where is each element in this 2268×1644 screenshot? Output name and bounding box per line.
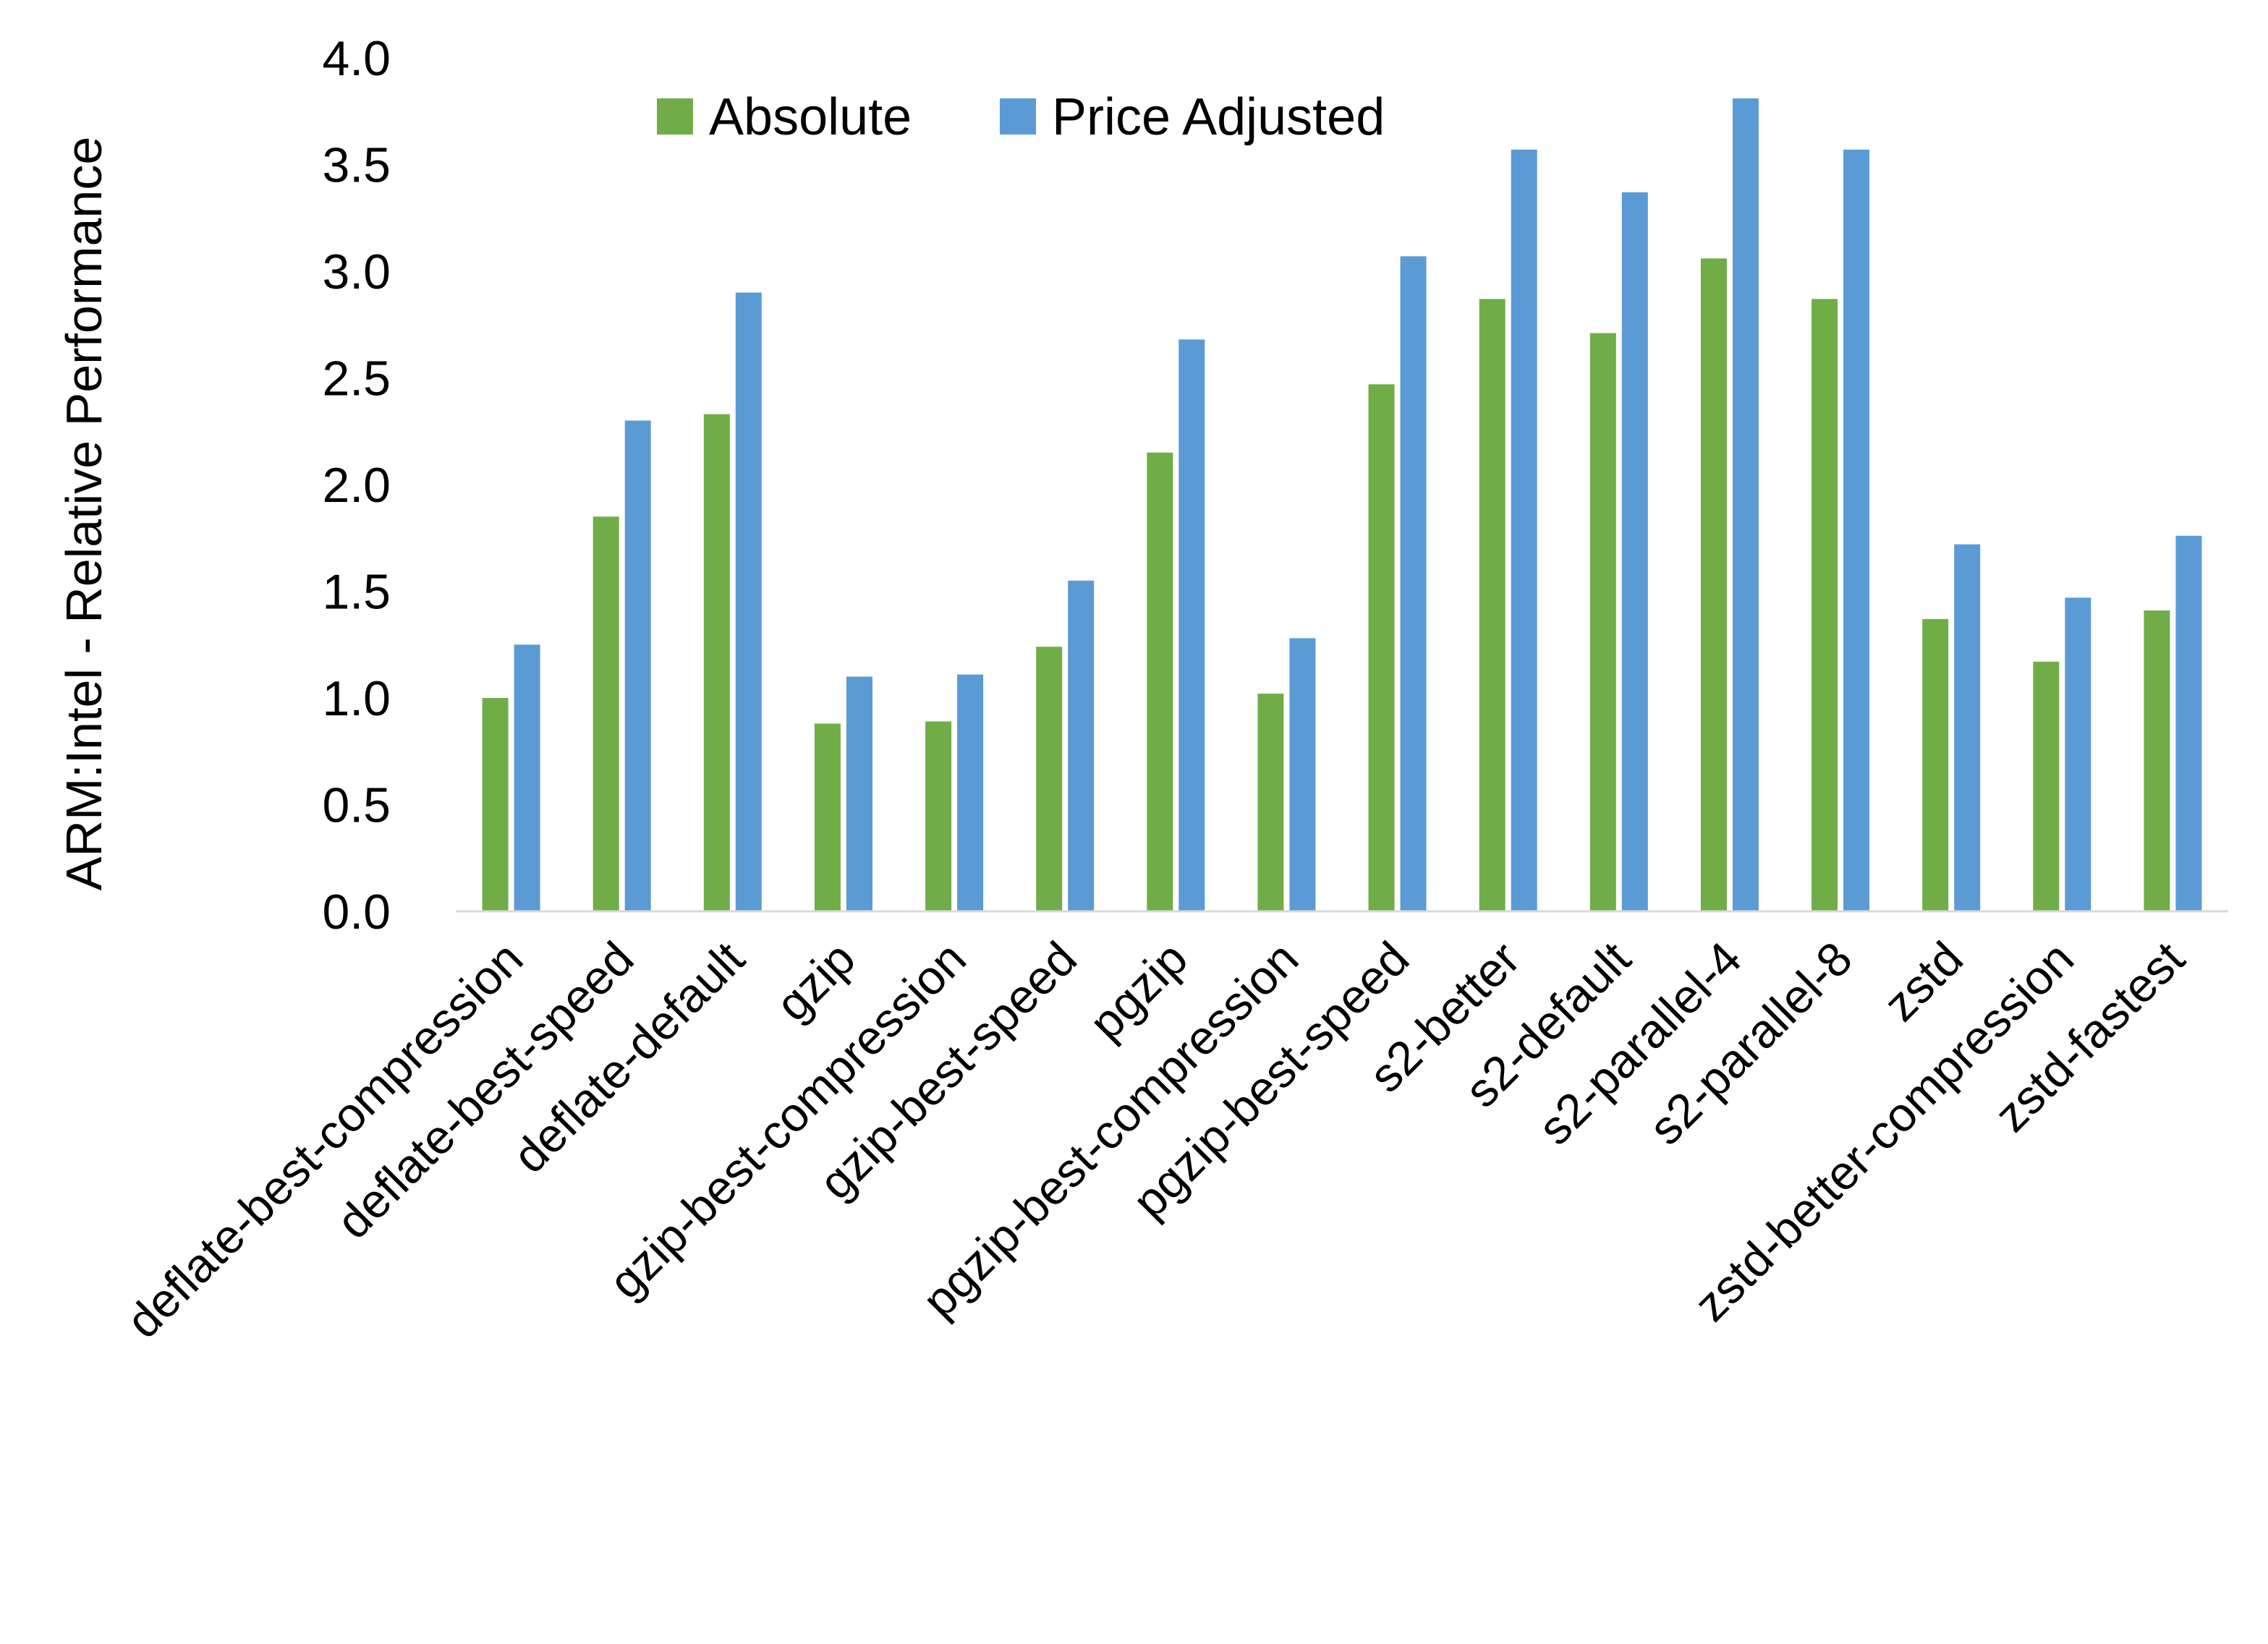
x-tick-label: zstd	[1873, 932, 1973, 1031]
y-tick-label: 4.0	[322, 31, 391, 86]
bar-price-adjusted	[2175, 535, 2202, 911]
y-tick-label: 0.0	[322, 885, 391, 940]
bar-price-adjusted	[2065, 597, 2091, 911]
legend-label: Absolute	[709, 88, 912, 146]
bar-price-adjusted	[1400, 256, 1427, 912]
x-tick-label: gzip	[765, 932, 865, 1031]
bar-price-adjusted	[1068, 580, 1095, 911]
bar-absolute	[814, 723, 841, 911]
y-tick-label: 3.5	[322, 138, 391, 193]
y-tick-label: 0.5	[322, 778, 391, 833]
bar-absolute	[1922, 618, 1949, 911]
legend-swatch	[1000, 98, 1036, 135]
y-tick-label: 1.0	[322, 671, 391, 726]
bar-price-adjusted	[1843, 149, 1870, 912]
bar-price-adjusted	[735, 292, 762, 911]
y-tick-label: 2.0	[322, 458, 391, 513]
bar-absolute	[1589, 333, 1616, 911]
bar-absolute	[482, 698, 509, 911]
bar-absolute	[2144, 610, 2170, 911]
bar-absolute	[1700, 258, 1727, 911]
bar-price-adjusted	[1289, 638, 1316, 911]
bar-absolute	[1036, 647, 1063, 911]
bar-absolute	[925, 721, 952, 911]
bar-price-adjusted	[514, 644, 540, 911]
bar-absolute	[1257, 694, 1284, 911]
bar-price-adjusted	[1954, 544, 1981, 911]
y-tick-label: 1.5	[322, 565, 391, 620]
y-axis-title: ARM:Intel - Relative Performance	[56, 137, 112, 891]
bar-absolute	[1479, 299, 1505, 912]
bar-absolute	[1812, 299, 1838, 912]
legend-swatch	[657, 98, 693, 135]
bar-price-adjusted	[1511, 149, 1537, 912]
bar-absolute	[703, 414, 730, 911]
bar-price-adjusted	[957, 674, 984, 911]
bar-price-adjusted	[1178, 339, 1205, 911]
y-tick-label: 2.5	[322, 352, 391, 406]
bar-absolute	[2033, 661, 2060, 911]
bar-price-adjusted	[624, 420, 651, 911]
bar-price-adjusted	[1732, 98, 1759, 911]
bar-price-adjusted	[1621, 192, 1648, 912]
bar-absolute	[1147, 452, 1173, 911]
bar-absolute	[593, 516, 619, 911]
legend: Absolute Price Adjusted	[657, 88, 1385, 146]
y-tick-label: 3.0	[322, 244, 391, 299]
bar-absolute	[1368, 384, 1395, 911]
legend-label: Price Adjusted	[1052, 88, 1385, 146]
bar-price-adjusted	[846, 676, 872, 911]
